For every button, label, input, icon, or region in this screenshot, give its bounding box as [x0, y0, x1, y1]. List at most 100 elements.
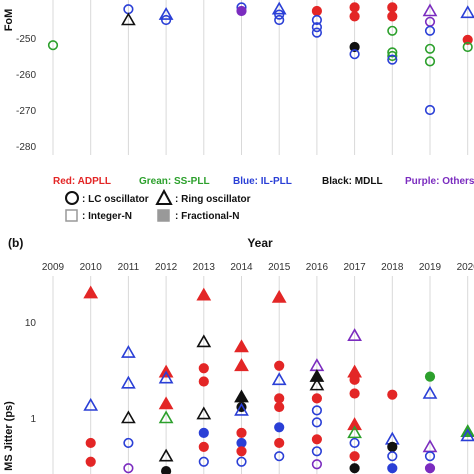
- data-point: [387, 441, 398, 452]
- data-point: [424, 463, 436, 474]
- data-point: [311, 417, 323, 428]
- panel-b-jitter-chart: 2009 2010 2011 2012 2013 2014 2015 2016 2017 2018…: [3, 262, 474, 474]
- data-point: [387, 47, 398, 58]
- legend: Red: ADPLL Grean: SS-PLL Blue: IL-PLL Bl…: [53, 176, 474, 222]
- data-point: [349, 2, 360, 13]
- data-point: [387, 50, 398, 62]
- data-point: [161, 465, 172, 474]
- data-point: [347, 417, 362, 431]
- x-tick-label: 2013: [193, 262, 216, 273]
- data-point: [422, 385, 438, 399]
- data-point: [121, 410, 136, 424]
- data-point: [349, 41, 360, 53]
- legend-integer-n: : Integer-N: [82, 211, 132, 222]
- y-tick-label: 10: [25, 318, 37, 329]
- data-point: [198, 456, 209, 467]
- x-tick-label: 2017: [343, 262, 366, 273]
- data-point: [198, 441, 209, 452]
- data-point: [349, 388, 360, 399]
- data-point: [158, 396, 174, 410]
- data-point: [274, 360, 285, 371]
- data-point: [83, 285, 99, 299]
- data-point: [274, 14, 285, 26]
- data-point: [349, 374, 360, 385]
- data-point: [85, 456, 96, 467]
- data-point: [311, 459, 323, 470]
- data-point: [387, 389, 398, 400]
- data-point: [196, 334, 212, 348]
- y-axis-label: MS Jitter (ps): [3, 401, 15, 471]
- legend-red-adpll: Red: ADPLL: [53, 176, 111, 187]
- circle-outline-icon: [65, 191, 79, 205]
- data-point: [424, 25, 436, 36]
- data-point: [424, 56, 436, 67]
- data-point: [424, 451, 436, 462]
- data-point: [158, 370, 174, 384]
- data-point: [311, 405, 323, 416]
- data-point: [387, 463, 398, 474]
- x-tick-label: 2020: [457, 262, 474, 273]
- data-point: [349, 437, 360, 449]
- y-axis-label: FoM: [3, 9, 15, 32]
- data-point: [349, 11, 360, 22]
- y-tick-label: -250: [16, 34, 36, 45]
- x-tick-label: 2011: [118, 262, 140, 273]
- data-point: [123, 463, 134, 474]
- x-axis-title: Year: [247, 236, 273, 250]
- data-point: [462, 34, 473, 45]
- panel-b-label: (b): [8, 236, 23, 250]
- data-point: [234, 358, 249, 372]
- data-point: [274, 437, 285, 449]
- data-point: [274, 401, 285, 413]
- data-point: [274, 422, 285, 433]
- data-point: [158, 6, 174, 20]
- data-point: [349, 463, 360, 474]
- x-tick-label: 2015: [268, 262, 291, 273]
- data-point: [234, 339, 249, 353]
- data-point: [161, 14, 172, 26]
- data-point: [462, 41, 473, 53]
- data-point: [121, 375, 136, 389]
- data-point: [121, 344, 136, 358]
- data-point: [311, 22, 323, 33]
- data-point: [234, 402, 249, 416]
- panel-a-fom-chart: -250 -260 -270 -280 FoM: [3, 0, 474, 155]
- legend-ring-oscillator: : Ring oscillator: [175, 194, 251, 205]
- data-point: [424, 43, 436, 54]
- data-point: [47, 40, 59, 51]
- data-point: [387, 2, 398, 13]
- legend-lc-oscillator: : LC oscillator: [82, 194, 149, 205]
- data-point: [196, 406, 212, 420]
- y-tick-label: -260: [16, 70, 36, 81]
- data-point: [387, 451, 398, 462]
- data-point: [236, 446, 247, 457]
- filled-square-icon: [157, 209, 170, 222]
- data-point: [274, 393, 285, 404]
- data-point: [271, 372, 287, 386]
- legend-purple-others: Purple: Others: [405, 176, 474, 187]
- data-point: [311, 5, 323, 17]
- data-point: [347, 328, 362, 341]
- y-tick-label: 1: [30, 414, 36, 425]
- x-tick-label: 2010: [80, 262, 103, 273]
- y-tick-label: -270: [16, 106, 36, 117]
- legend-fractional-n: : Fractional-N: [175, 211, 239, 222]
- data-point: [274, 451, 285, 462]
- data-point: [196, 287, 212, 301]
- triangle-outline-icon: [155, 188, 173, 205]
- data-point: [158, 448, 174, 462]
- data-point: [274, 9, 285, 20]
- x-tick-label: 2009: [42, 262, 65, 273]
- data-point: [309, 377, 325, 391]
- x-tick-label: 2014: [230, 262, 253, 273]
- data-point: [271, 289, 287, 303]
- data-point: [271, 1, 287, 15]
- data-point: [311, 14, 323, 26]
- data-point: [236, 427, 247, 438]
- data-point: [422, 3, 438, 17]
- x-tick-label: 2016: [306, 262, 329, 273]
- data-point: [349, 49, 360, 60]
- hollow-square-icon: [65, 209, 78, 222]
- legend-green-sspll: Grean: SS-PLL: [139, 176, 210, 187]
